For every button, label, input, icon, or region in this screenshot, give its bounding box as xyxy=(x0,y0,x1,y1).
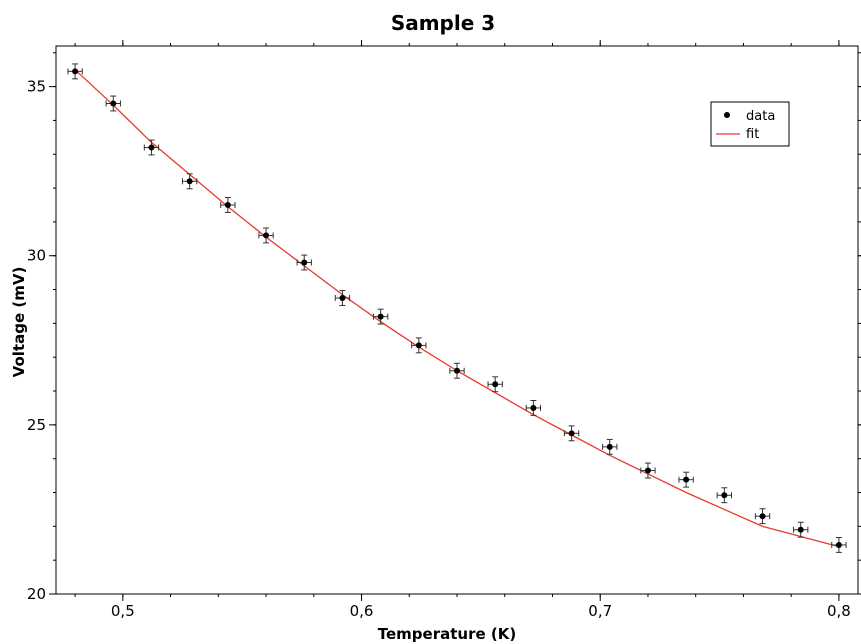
data-point xyxy=(296,254,312,271)
data-marker xyxy=(301,259,308,266)
data-point xyxy=(754,508,771,525)
data-point xyxy=(793,521,809,538)
chart-title: Sample 3 xyxy=(391,11,495,35)
x-tick-label: 0,6 xyxy=(350,602,374,620)
data-point xyxy=(372,308,389,325)
data-point xyxy=(525,400,542,416)
data-marker xyxy=(415,342,422,349)
data-point xyxy=(143,139,160,156)
data-marker xyxy=(263,232,270,239)
data-marker xyxy=(377,313,384,320)
data-marker xyxy=(186,178,193,185)
y-tick-label: 25 xyxy=(27,416,46,434)
data-point xyxy=(563,425,580,442)
data-marker xyxy=(339,295,346,302)
x-axis-ticks: 0,5 0,6 0,7 0,8 xyxy=(74,40,851,620)
legend: data fit xyxy=(710,101,790,147)
x-tick-label: 0,8 xyxy=(827,602,851,620)
legend-data-label: data xyxy=(746,109,775,124)
x-tick-label: 0,5 xyxy=(111,602,135,620)
legend-box xyxy=(710,101,790,147)
data-marker xyxy=(683,476,690,483)
data-point xyxy=(258,227,274,244)
data-marker xyxy=(530,404,537,411)
data-point xyxy=(449,362,465,379)
data-point xyxy=(716,487,732,504)
y-axis-ticks: 20 25 30 35 xyxy=(27,52,861,603)
data-point xyxy=(831,537,847,553)
x-axis-label: Temperature (K) xyxy=(378,625,516,643)
x-tick-label: 0,7 xyxy=(588,602,612,620)
data-marker xyxy=(835,541,842,548)
data-points xyxy=(67,63,847,553)
data-marker xyxy=(148,144,155,151)
y-axis-label: Voltage (mV) xyxy=(10,267,28,378)
data-marker xyxy=(224,201,231,208)
legend-data-marker xyxy=(724,112,730,118)
data-marker xyxy=(644,467,651,474)
data-marker xyxy=(72,68,79,75)
data-point xyxy=(487,376,503,393)
data-point xyxy=(602,438,618,455)
data-marker xyxy=(759,513,766,520)
data-marker xyxy=(721,492,728,499)
data-point xyxy=(411,337,427,354)
y-tick-label: 20 xyxy=(27,585,46,603)
data-point xyxy=(678,471,694,488)
y-tick-label: 35 xyxy=(27,78,46,96)
legend-fit-label: fit xyxy=(746,127,759,142)
data-point xyxy=(640,462,656,479)
data-marker xyxy=(492,381,499,388)
y-tick-label: 30 xyxy=(27,247,46,265)
data-point xyxy=(105,95,121,112)
data-marker xyxy=(797,526,804,533)
data-point xyxy=(182,173,198,190)
data-marker xyxy=(568,430,575,437)
data-point xyxy=(220,197,236,213)
data-marker xyxy=(110,100,117,107)
data-point xyxy=(334,290,351,306)
data-point xyxy=(67,63,83,80)
data-marker xyxy=(606,443,613,450)
data-marker xyxy=(454,367,460,374)
